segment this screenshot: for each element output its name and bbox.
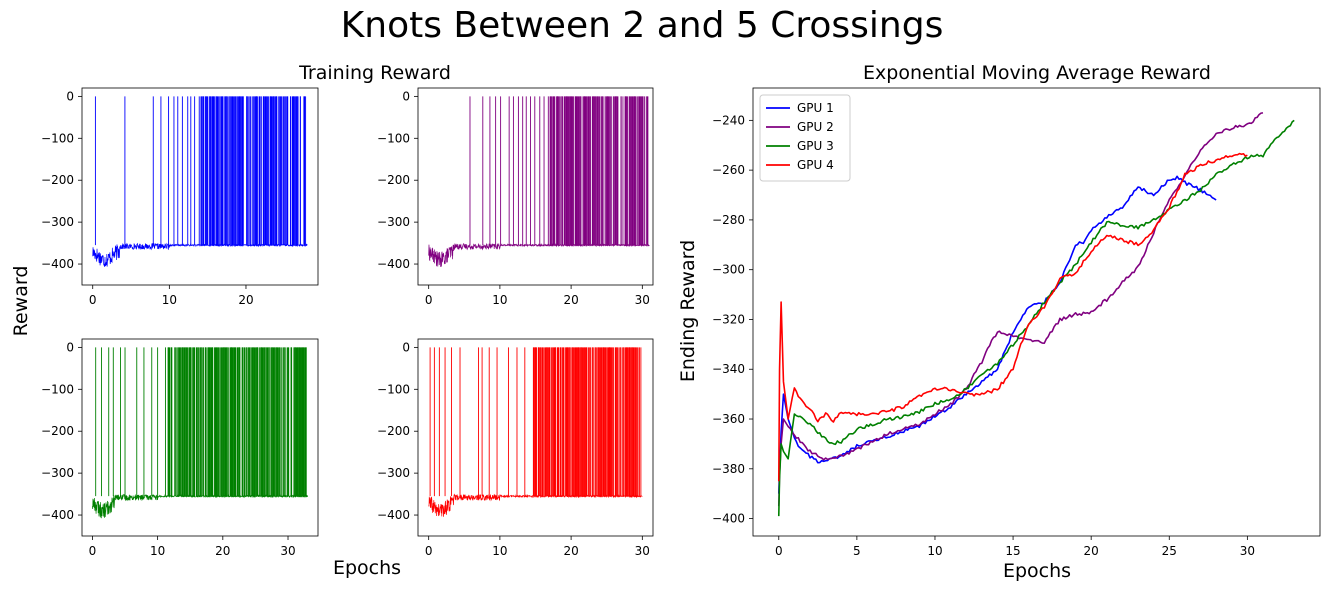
y-tick-label: −100 [377,382,410,396]
training-reward-gpu2: 0 10 20 30 0 −100 −200 −300 −400 [377,87,654,307]
training-reward-ylabel: Reward [10,266,32,337]
x-tick-label: 0 [425,544,433,558]
training-reward-gpu3: 0 10 20 30 0 −100 −200 −300 −400 [41,338,319,558]
small-panels: 0 10 20 0 −100 −200 −300 −400 0 10 20 30 0 −100 −200 −3… [41,87,654,558]
x-tick-label: 20 [238,293,253,307]
x-tick-label: 10 [927,544,942,558]
y-tick-label: 0 [66,340,74,354]
x-tick-label: 10 [150,544,165,558]
y-tick-label: −400 [377,508,410,522]
reward-spikes [95,347,307,497]
training-reward-gpu4: 0 10 20 30 0 −100 −200 −300 −400 [377,338,654,558]
x-tick-label: 0 [425,293,433,307]
x-tick-label: 5 [853,544,861,558]
reward-trace [428,242,650,267]
legend-label-1: GPU 1 [797,101,834,115]
x-tick-label: 30 [635,544,650,558]
training-reward-xlabel: Epochs [333,557,401,579]
y-tick-label: −400 [41,257,74,271]
y-tick-label: −400 [712,512,745,526]
x-tick-label: 10 [162,293,177,307]
ema-series-3 [777,119,1295,517]
ema-xlabel: Epochs [1003,560,1071,582]
x-tick-label: 25 [1162,544,1177,558]
y-tick-label: −200 [377,424,410,438]
y-tick-label: −100 [41,382,74,396]
ema-legend: GPU 1 GPU 2 GPU 3 GPU 4 [759,94,851,182]
reward-spikes [94,96,307,246]
y-tick-label: −100 [41,131,74,145]
y-tick-label: −360 [712,412,745,426]
ema-series-1 [777,175,1217,494]
y-tick-label: −260 [712,163,745,177]
y-tick-label: −400 [41,508,74,522]
axes-frame [417,338,654,537]
y-tick-label: −400 [377,257,410,271]
ema-series-2 [777,112,1264,507]
y-tick-label: −280 [712,213,745,227]
y-tick-label: −100 [377,131,410,145]
y-tick-label: −300 [377,466,410,480]
x-tick-label: 0 [775,544,783,558]
x-tick-label: 30 [1240,544,1255,558]
legend-label-3: GPU 3 [797,139,834,153]
y-tick-label: −200 [41,173,74,187]
y-tick-label: −300 [712,263,745,277]
x-tick-label: 20 [563,293,578,307]
x-tick-label: 20 [215,544,230,558]
axes-frame [81,338,319,537]
legend-label-2: GPU 2 [797,120,834,134]
ema-chart: Exponential Moving Average Reward Epochs… [677,62,1321,582]
y-tick-label: −300 [41,466,74,480]
legend-label-4: GPU 4 [797,158,834,172]
reward-spikes [469,96,649,246]
training-reward-gpu1: 0 10 20 0 −100 −200 −300 −400 [41,87,319,307]
axes-frame [752,87,1321,537]
reward-trace [92,242,308,267]
axes-frame [417,87,654,286]
ema-ylabel: Ending Reward [677,240,699,382]
x-tick-label: 20 [563,544,578,558]
y-tick-label: 0 [402,340,410,354]
y-tick-label: −200 [377,173,410,187]
ema-title: Exponential Moving Average Reward [863,62,1211,84]
reward-trace [92,493,308,519]
y-tick-label: −300 [377,215,410,229]
x-tick-label: 10 [492,544,507,558]
x-tick-label: 30 [280,544,295,558]
training-reward-title: Training Reward [298,62,451,84]
x-tick-label: 20 [1084,544,1099,558]
y-tick-label: 0 [402,89,410,103]
x-tick-label: 10 [492,293,507,307]
y-tick-label: −380 [712,462,745,476]
ema-series-4 [777,152,1248,482]
reward-spikes [429,347,642,497]
x-tick-label: 15 [1005,544,1020,558]
figure-suptitle: Knots Between 2 and 5 Crossings [341,5,944,46]
x-tick-label: 30 [635,293,650,307]
y-tick-label: −340 [712,362,745,376]
y-tick-label: −300 [41,215,74,229]
reward-trace [428,493,643,517]
x-tick-label: 0 [89,544,97,558]
y-tick-label: 0 [66,89,74,103]
y-tick-label: −320 [712,312,745,326]
y-tick-label: −240 [712,113,745,127]
y-tick-label: −200 [41,424,74,438]
axes-frame [81,87,319,286]
x-tick-label: 0 [89,293,97,307]
legend-box [759,94,851,182]
